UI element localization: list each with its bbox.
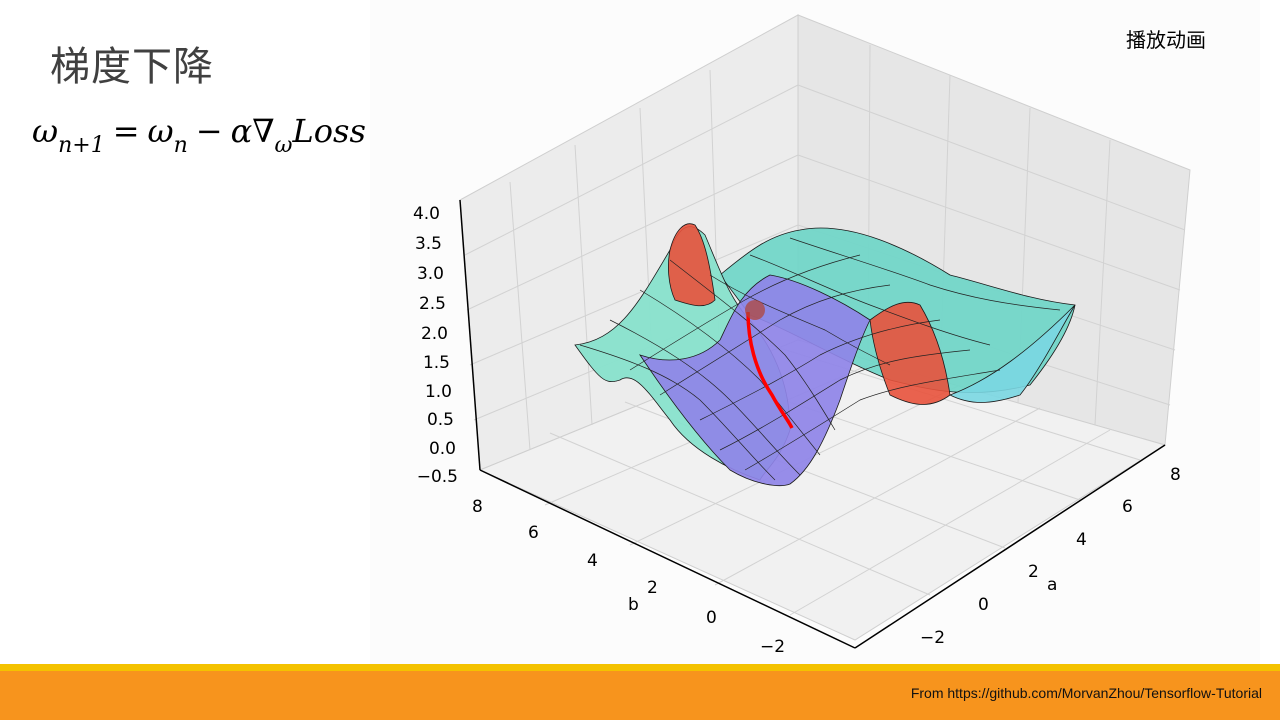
surface-mesh (579, 237, 1061, 481)
z-tick: −0.5 (417, 467, 458, 487)
z-tick: 1.0 (425, 382, 452, 402)
z-tick: 2.5 (419, 294, 446, 314)
gradient-descent-formula: ωn+1 = ωn − α∇ωLoss (32, 112, 412, 162)
footer-accent-strip (0, 664, 1280, 671)
b-axis-label: b (628, 595, 639, 615)
a-tick: 6 (1122, 497, 1133, 517)
a-axis-ticks: 8 6 4 2 0 −2 a (920, 465, 1181, 648)
a-tick: 2 (1028, 562, 1039, 582)
b-axis-line (479, 469, 856, 649)
b-axis-ticks: 8 6 4 2 0 −2 b (472, 497, 785, 657)
descent-path (746, 311, 794, 429)
footer-bar (0, 671, 1280, 720)
source-credit: From https://github.com/MorvanZhou/Tenso… (910, 685, 1262, 701)
formula-lhs-subscript: n+1 (58, 133, 105, 158)
a-tick: −2 (920, 628, 945, 648)
surface-right-slope (949, 304, 1076, 403)
formula-rhs-omega: ω (147, 112, 174, 150)
z-tick: 4.0 (413, 204, 440, 224)
z-tick: 0.5 (427, 410, 454, 430)
z-tick: 1.5 (423, 353, 450, 373)
surface-left-peak (668, 223, 716, 307)
b-tick: 0 (706, 608, 717, 628)
slide-title: 梯度下降 (50, 44, 214, 90)
z-tick: 3.0 (417, 264, 444, 284)
z-tick: 0.0 (429, 439, 456, 459)
loss-surface (574, 223, 1076, 486)
formula-equals: = (112, 112, 140, 150)
z-tick: 3.5 (415, 234, 442, 254)
formula-lhs: ω (32, 112, 59, 150)
z-axis-line (459, 199, 481, 471)
formula-loss: Loss (292, 112, 366, 150)
z-axis-ticks: 4.0 3.5 3.0 2.5 2.0 1.5 1.0 0.5 0.0 −0.5 (413, 204, 458, 487)
b-tick: 8 (472, 497, 483, 517)
formula-alpha-gradient: α∇ (230, 112, 275, 150)
descent-ball (745, 300, 765, 320)
a-axis-line (854, 444, 1166, 649)
b-tick: 6 (528, 523, 539, 543)
b-tick: −2 (760, 637, 785, 657)
surface-plot-svg: 4.0 3.5 3.0 2.5 2.0 1.5 1.0 0.5 0.0 −0.5… (413, 14, 1191, 657)
a-tick: 4 (1076, 530, 1087, 550)
formula-gradient-subscript: ω (274, 133, 293, 158)
surface-plot: 4.0 3.5 3.0 2.5 2.0 1.5 1.0 0.5 0.0 −0.5… (370, 0, 1260, 667)
formula-minus: − (195, 112, 223, 150)
surface-valley (639, 274, 871, 486)
formula-rhs-subscript: n (173, 133, 188, 158)
b-tick: 4 (587, 551, 598, 571)
a-tick: 0 (978, 595, 989, 615)
play-animation-button[interactable]: 播放动画 (1126, 28, 1206, 52)
z-tick: 2.0 (421, 324, 448, 344)
a-axis-label: a (1047, 575, 1057, 595)
a-tick: 8 (1170, 465, 1181, 485)
b-tick: 2 (647, 578, 658, 598)
